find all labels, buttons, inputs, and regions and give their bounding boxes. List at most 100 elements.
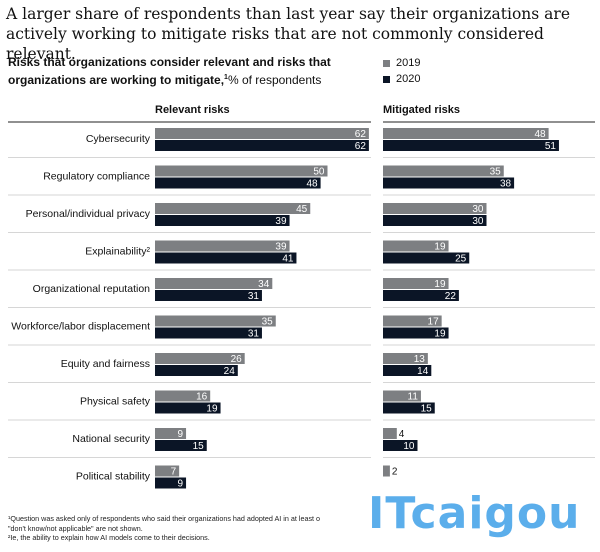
bar-relevant-2019-cybersecurity xyxy=(155,128,369,139)
bar-relevant-2020-political-stability xyxy=(155,477,187,489)
bar-relevant-2019-workforce-labor-displacement xyxy=(155,315,276,327)
data-label-relevant-2020-cybersecurity: 62 xyxy=(355,141,367,152)
bar-mitigated-2020-organizational-reputation xyxy=(383,290,459,301)
bar-relevant-2019-equity-and-fairness xyxy=(155,353,245,364)
bar-relevant-2019-personal-individual-privacy xyxy=(155,203,311,214)
category-label-personal-individual-privacy: Personal/individual privacy xyxy=(26,208,151,220)
data-label-mitigated-2020-equity-and-fairness: 14 xyxy=(417,366,429,377)
data-label-mitigated-2019-national-security: 4 xyxy=(399,429,405,440)
data-label-mitigated-2020-organizational-reputation: 22 xyxy=(445,291,457,302)
data-label-mitigated-2019-physical-safety: 11 xyxy=(408,392,419,403)
bar-mitigated-2019-physical-safety xyxy=(383,390,421,402)
data-label-relevant-2019-equity-and-fairness: 26 xyxy=(231,354,243,365)
bar-mitigated-2020-explainability xyxy=(383,252,470,264)
bar-relevant-2019-national-security xyxy=(155,428,187,439)
bar-mitigated-2019-cybersecurity xyxy=(383,128,549,139)
chart-subtitle: Risks that organizations consider releva… xyxy=(8,55,378,88)
bar-mitigated-2020-personal-individual-privacy xyxy=(383,215,487,226)
bar-relevant-2020-workforce-labor-displacement xyxy=(155,327,262,339)
data-label-mitigated-2019-cybersecurity: 48 xyxy=(534,129,546,140)
bar-relevant-2019-political-stability xyxy=(155,465,180,477)
data-label-relevant-2019-workforce-labor-displacement: 35 xyxy=(262,317,274,328)
legend-label-2019: 2019 xyxy=(396,57,421,69)
watermark-logo: ITcaigou xyxy=(368,488,581,539)
bar-relevant-2020-explainability xyxy=(155,252,297,264)
category-label-political-stability: Political stability xyxy=(76,471,151,483)
data-label-relevant-2020-workforce-labor-displacement: 31 xyxy=(248,329,260,340)
data-label-mitigated-2019-organizational-reputation: 19 xyxy=(434,279,446,290)
bar-mitigated-2019-equity-and-fairness xyxy=(383,353,428,364)
bar-mitigated-2020-cybersecurity xyxy=(383,140,559,151)
footnotes: ¹Question was asked only of respondents … xyxy=(8,514,388,543)
bar-mitigated-2019-political-stability xyxy=(383,465,390,477)
bar-relevant-2020-cybersecurity xyxy=(155,140,369,151)
bar-relevant-2020-equity-and-fairness xyxy=(155,365,238,376)
legend-label-2020: 2020 xyxy=(396,73,421,85)
bar-relevant-2019-physical-safety xyxy=(155,390,211,402)
data-label-mitigated-2020-workforce-labor-displacement: 19 xyxy=(434,329,446,340)
data-label-relevant-2019-physical-safety: 16 xyxy=(196,392,208,403)
legend-item-2019: 2019 xyxy=(383,55,420,71)
bar-mitigated-2020-regulatory-compliance xyxy=(383,177,515,189)
category-label-workforce-labor-displacement: Workforce/labor displacement xyxy=(11,321,150,333)
mitigated-panel-title: Mitigated risks xyxy=(383,104,461,116)
bar-relevant-2019-explainability xyxy=(155,240,290,252)
category-label-explainability: Explainability² xyxy=(85,246,150,258)
legend: 2019 2020 xyxy=(383,55,420,87)
relevant-panel-title: Relevant risks xyxy=(155,104,230,116)
subtitle-unit: % of respondents xyxy=(227,73,322,87)
data-label-relevant-2020-national-security: 15 xyxy=(193,441,205,452)
bar-mitigated-2019-personal-individual-privacy xyxy=(383,203,487,214)
data-label-mitigated-2019-political-stability: 2 xyxy=(392,467,398,478)
data-label-relevant-2019-explainability: 39 xyxy=(275,242,287,253)
data-label-mitigated-2019-personal-individual-privacy: 30 xyxy=(472,204,484,215)
data-label-relevant-2020-explainability: 41 xyxy=(282,254,294,265)
bar-relevant-2019-regulatory-compliance xyxy=(155,165,328,177)
data-label-mitigated-2019-regulatory-compliance: 35 xyxy=(490,167,502,178)
category-label-national-security: National security xyxy=(72,433,150,445)
category-label-physical-safety: Physical safety xyxy=(80,396,151,408)
bar-relevant-2019-organizational-reputation xyxy=(155,278,273,289)
data-label-relevant-2020-personal-individual-privacy: 39 xyxy=(275,216,287,227)
data-label-relevant-2019-cybersecurity: 62 xyxy=(355,129,367,140)
data-label-relevant-2019-regulatory-compliance: 50 xyxy=(313,167,325,178)
bar-relevant-2020-personal-individual-privacy xyxy=(155,215,290,226)
legend-swatch-2019 xyxy=(383,59,390,67)
data-label-relevant-2020-equity-and-fairness: 24 xyxy=(224,366,236,377)
data-label-relevant-2019-personal-individual-privacy: 45 xyxy=(296,204,308,215)
bar-mitigated-2019-explainability xyxy=(383,240,449,252)
bar-mitigated-2019-organizational-reputation xyxy=(383,278,449,289)
data-label-relevant-2020-political-stability: 9 xyxy=(177,479,183,490)
bar-relevant-2020-organizational-reputation xyxy=(155,290,262,301)
bar-mitigated-2020-national-security xyxy=(383,440,418,451)
bar-relevant-2020-physical-safety xyxy=(155,402,221,414)
data-label-mitigated-2020-physical-safety: 15 xyxy=(421,404,433,415)
category-label-regulatory-compliance: Regulatory compliance xyxy=(43,171,150,183)
footnote-2: ²Ie, the ability to explain how AI model… xyxy=(8,533,210,542)
bar-mitigated-2020-equity-and-fairness xyxy=(383,365,432,376)
subtitle-footnote-mark: 1 xyxy=(224,74,228,81)
bar-mitigated-2019-national-security xyxy=(383,428,397,439)
footnote-1-continued: "don't know/not applicable" are not show… xyxy=(8,523,143,533)
subtitle-main: Risks that organizations consider releva… xyxy=(8,55,331,87)
data-label-relevant-2019-national-security: 9 xyxy=(177,429,183,440)
data-label-mitigated-2020-national-security: 10 xyxy=(403,441,415,452)
bar-relevant-2020-national-security xyxy=(155,440,207,451)
footnote-1: ¹Question was asked only of respondents … xyxy=(8,514,321,523)
bar-relevant-2020-regulatory-compliance xyxy=(155,177,321,189)
data-label-mitigated-2020-explainability: 25 xyxy=(455,254,467,265)
data-label-mitigated-2019-explainability: 19 xyxy=(434,242,446,253)
data-label-mitigated-2020-regulatory-compliance: 38 xyxy=(500,179,512,190)
data-label-relevant-2019-organizational-reputation: 34 xyxy=(258,279,270,290)
legend-item-2020: 2020 xyxy=(383,71,420,87)
legend-swatch-2020 xyxy=(383,75,390,83)
bar-mitigated-2019-regulatory-compliance xyxy=(383,165,504,177)
data-label-mitigated-2019-equity-and-fairness: 13 xyxy=(414,354,426,365)
bar-mitigated-2019-workforce-labor-displacement xyxy=(383,315,442,327)
data-label-mitigated-2020-personal-individual-privacy: 30 xyxy=(472,216,484,227)
headline: A larger share of respondents than last … xyxy=(6,5,570,63)
data-label-relevant-2020-organizational-reputation: 31 xyxy=(248,291,260,302)
data-label-relevant-2019-political-stability: 7 xyxy=(171,467,177,478)
data-label-mitigated-2020-cybersecurity: 51 xyxy=(545,141,557,152)
